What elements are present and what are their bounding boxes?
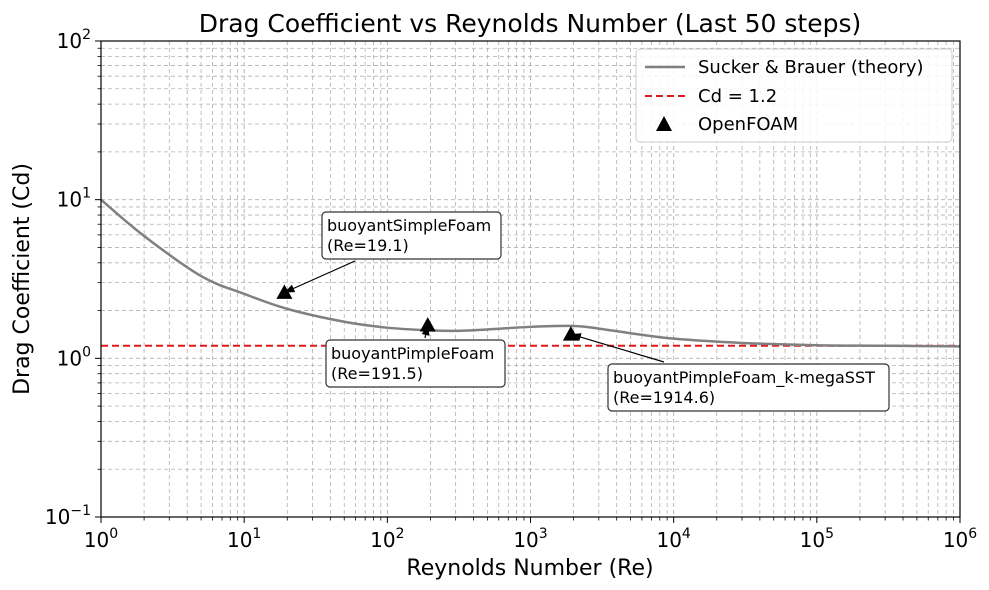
series-layer: [100, 198, 961, 348]
theory-curve: [100, 198, 961, 348]
x-tick-label: 102: [370, 526, 404, 552]
annotation-box: [325, 339, 506, 388]
annotation-line2: (Re=19.1): [327, 236, 409, 255]
chart-title: Drag Coefficient vs Reynolds Number (Las…: [199, 9, 862, 38]
annotations: buoyantSimpleFoam(Re=19.1) buoyantPimpleF…: [284, 211, 890, 412]
legend-swatch-openfoam: [656, 116, 672, 131]
annotation-box: [607, 363, 890, 412]
legend-frame: [635, 48, 953, 143]
annotation: buoyantPimpleFoam_k-megaSST(Re=1914.6): [570, 333, 890, 412]
annotation-arrow: [284, 260, 356, 294]
y-tick-label: 102: [57, 27, 91, 53]
annotation-arrowhead: [421, 325, 430, 336]
x-tick-label: 105: [800, 526, 834, 552]
annotation-box: [321, 211, 502, 260]
annotation-line2: (Re=1914.6): [613, 388, 715, 407]
annotation: buoyantPimpleFoam(Re=191.5): [325, 324, 506, 388]
annotation: buoyantSimpleFoam(Re=19.1): [284, 211, 502, 294]
annotation-line1: buoyantSimpleFoam: [327, 216, 491, 235]
x-tick-label: 101: [227, 526, 261, 552]
y-tick-label: 100: [57, 344, 91, 370]
x-tick-label: 103: [513, 526, 547, 552]
x-tick-label: 100: [84, 526, 118, 552]
x-tick-label: 104: [656, 526, 690, 552]
openfoam-marker: [419, 317, 436, 332]
annotation-arrowhead: [284, 284, 296, 293]
y-tick-label: 10−1: [45, 503, 91, 529]
legend-label: OpenFOAM: [698, 114, 798, 135]
y-tick-label: 101: [57, 186, 91, 212]
plot-frame: [100, 40, 961, 518]
y-axis-label: Drag Coefficient (Cd): [10, 163, 35, 395]
openfoam-marker: [276, 284, 293, 299]
annotation-arrow: [570, 333, 665, 363]
x-tick-label: 106: [943, 526, 977, 552]
legend-label: Sucker & Brauer (theory): [698, 57, 924, 78]
annotation-line1: buoyantPimpleFoam: [331, 344, 494, 363]
legend: Sucker & Brauer (theory) Cd = 1.2 OpenFOAM: [635, 48, 953, 143]
x-axis-label: Reynolds Number (Re): [406, 556, 653, 581]
legend-label: Cd = 1.2: [698, 86, 777, 107]
annotation-arrowhead: [570, 333, 582, 341]
annotation-line1: buoyantPimpleFoam_k-megaSST: [613, 368, 875, 388]
annotation-line2: (Re=191.5): [331, 364, 423, 383]
